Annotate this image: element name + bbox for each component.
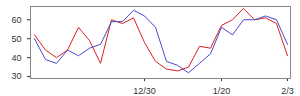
svg-text:40: 40 bbox=[11, 53, 21, 63]
svg-text:30: 30 bbox=[11, 71, 21, 81]
svg-text:60: 60 bbox=[11, 15, 21, 25]
svg-text:50: 50 bbox=[11, 34, 21, 44]
svg-text:12/30: 12/30 bbox=[133, 86, 156, 96]
svg-text:1/20: 1/20 bbox=[213, 86, 231, 96]
svg-text:2/3: 2/3 bbox=[281, 86, 294, 96]
